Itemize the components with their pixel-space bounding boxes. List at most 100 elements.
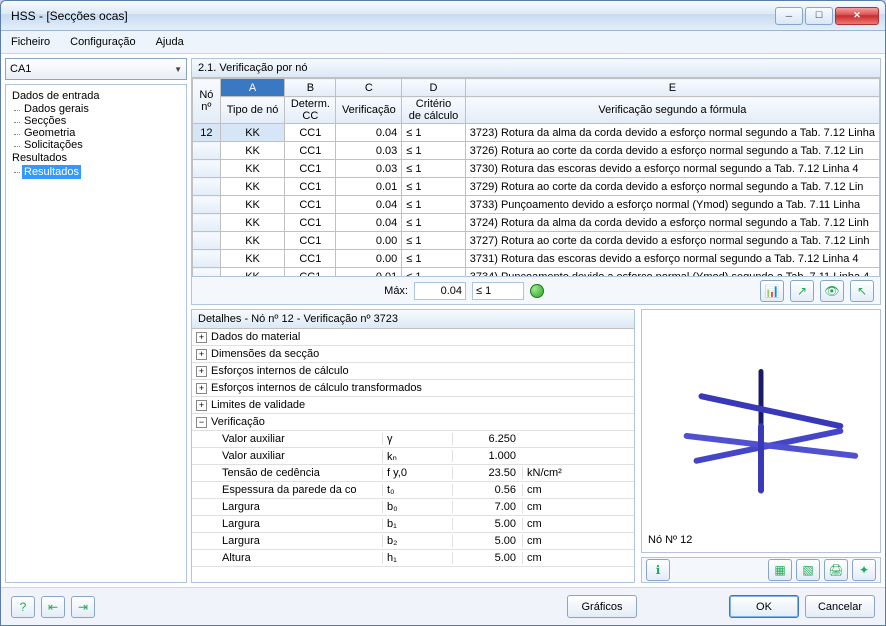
tree-item[interactable]: Resultados <box>22 165 81 179</box>
pick-icon[interactable]: ↖ <box>850 280 874 302</box>
cell-crit[interactable]: ≤ 1 <box>402 142 465 160</box>
cell-crit[interactable]: ≤ 1 <box>402 214 465 232</box>
case-combo[interactable]: CA1 ▼ <box>5 58 187 80</box>
cell-verif[interactable]: 0.04 <box>336 124 402 142</box>
cell-cc[interactable]: CC1 <box>285 250 336 268</box>
footer-help-icon[interactable]: ? <box>11 596 35 618</box>
ok-button[interactable]: OK <box>729 595 799 618</box>
details-group[interactable]: Verificação <box>211 416 265 428</box>
cell-tipo[interactable]: KK <box>220 214 285 232</box>
cell-cc[interactable]: CC1 <box>285 142 336 160</box>
footer-prev-icon[interactable]: ⇤ <box>41 596 65 618</box>
details-group[interactable]: Dados do material <box>211 331 300 343</box>
menu-file[interactable]: Ficheiro <box>7 34 54 50</box>
cell-crit[interactable]: ≤ 1 <box>402 160 465 178</box>
row-no[interactable] <box>193 196 221 214</box>
settings-icon[interactable]: ✦ <box>852 559 876 581</box>
nav-tree[interactable]: Dados de entrada Dados geraisSecçõesGeom… <box>5 84 187 583</box>
cell-cc[interactable]: CC1 <box>285 196 336 214</box>
results-grid[interactable]: NónºABCDETipo de nóDeterm.CCVerificaçãoC… <box>191 77 881 277</box>
cell-verif[interactable]: 0.03 <box>336 142 402 160</box>
max-crit-field[interactable] <box>472 282 524 300</box>
detail-label: Largura <box>192 535 382 547</box>
expand-icon[interactable]: − <box>196 417 207 428</box>
row-no[interactable] <box>193 250 221 268</box>
node-viewport[interactable]: Nó Nº 12 <box>641 309 881 553</box>
row-no[interactable] <box>193 160 221 178</box>
cell-cc[interactable]: CC1 <box>285 232 336 250</box>
expand-icon[interactable]: + <box>196 349 207 360</box>
cell-verif[interactable]: 0.01 <box>336 178 402 196</box>
view1-icon[interactable]: ▦ <box>768 559 792 581</box>
filter-icon[interactable]: 📊 <box>760 280 784 302</box>
cell-tipo[interactable]: KK <box>220 142 285 160</box>
view2-icon[interactable]: ▧ <box>796 559 820 581</box>
cell-verif[interactable]: 0.01 <box>336 268 402 278</box>
tree-group-input[interactable]: Dados de entrada <box>10 89 182 103</box>
row-no[interactable] <box>193 178 221 196</box>
close-button[interactable]: ✕ <box>835 7 879 25</box>
expand-icon[interactable]: + <box>196 366 207 377</box>
cell-desc[interactable]: 3726) Rotura ao corte da corda devido a … <box>465 142 879 160</box>
cell-crit[interactable]: ≤ 1 <box>402 232 465 250</box>
maximize-button[interactable]: ☐ <box>805 7 833 25</box>
cell-desc[interactable]: 3733) Punçoamento devido a esforço norma… <box>465 196 879 214</box>
cell-crit[interactable]: ≤ 1 <box>402 196 465 214</box>
graphics-button[interactable]: Gráficos <box>567 595 637 618</box>
row-no[interactable] <box>193 232 221 250</box>
scale-icon[interactable]: ↗ <box>790 280 814 302</box>
cell-tipo[interactable]: KK <box>220 196 285 214</box>
cell-crit[interactable]: ≤ 1 <box>402 178 465 196</box>
minimize-button[interactable]: ─ <box>775 7 803 25</box>
cell-tipo[interactable]: KK <box>220 232 285 250</box>
row-no[interactable] <box>193 268 221 278</box>
cell-tipo[interactable]: KK <box>220 250 285 268</box>
cancel-button[interactable]: Cancelar <box>805 595 875 618</box>
detail-label: Largura <box>192 501 382 513</box>
cell-cc[interactable]: CC1 <box>285 214 336 232</box>
cell-verif[interactable]: 0.00 <box>336 232 402 250</box>
cell-verif[interactable]: 0.04 <box>336 196 402 214</box>
row-no[interactable] <box>193 142 221 160</box>
cell-verif[interactable]: 0.00 <box>336 250 402 268</box>
row-no[interactable]: 12 <box>193 124 221 142</box>
tree-group-results[interactable]: Resultados <box>10 151 182 165</box>
details-group[interactable]: Esforços internos de cálculo transformad… <box>211 382 422 394</box>
cell-crit[interactable]: ≤ 1 <box>402 268 465 278</box>
cell-tipo[interactable]: KK <box>220 268 285 278</box>
cell-desc[interactable]: 3727) Rotura ao corte da corda devido a … <box>465 232 879 250</box>
cell-cc[interactable]: CC1 <box>285 124 336 142</box>
menu-help[interactable]: Ajuda <box>152 34 188 50</box>
cell-verif[interactable]: 0.04 <box>336 214 402 232</box>
detail-symbol: f y,0 <box>382 467 452 479</box>
details-group[interactable]: Esforços internos de cálculo <box>211 365 349 377</box>
cell-crit[interactable]: ≤ 1 <box>402 124 465 142</box>
menu-config[interactable]: Configuração <box>66 34 139 50</box>
row-no[interactable] <box>193 214 221 232</box>
info-icon[interactable]: ℹ <box>646 559 670 581</box>
cell-cc[interactable]: CC1 <box>285 160 336 178</box>
cell-desc[interactable]: 3731) Rotura das escoras devido a esforç… <box>465 250 879 268</box>
cell-desc[interactable]: 3730) Rotura das escoras devido a esforç… <box>465 160 879 178</box>
max-verif-field[interactable] <box>414 282 466 300</box>
expand-icon[interactable]: + <box>196 332 207 343</box>
cell-desc[interactable]: 3729) Rotura ao corte da corda devido a … <box>465 178 879 196</box>
details-group[interactable]: Dimensões da secção <box>211 348 319 360</box>
cell-desc[interactable]: 3734) Punçoamento devido a esforço norma… <box>465 268 879 278</box>
cell-verif[interactable]: 0.03 <box>336 160 402 178</box>
cell-desc[interactable]: 3723) Rotura da alma da corda devido a e… <box>465 124 879 142</box>
cell-cc[interactable]: CC1 <box>285 268 336 278</box>
cell-cc[interactable]: CC1 <box>285 178 336 196</box>
expand-icon[interactable]: + <box>196 400 207 411</box>
tree-item[interactable]: Solicitações <box>22 138 85 152</box>
eye-icon[interactable]: 👁 <box>820 280 844 302</box>
cell-crit[interactable]: ≤ 1 <box>402 250 465 268</box>
cell-tipo[interactable]: KK <box>220 178 285 196</box>
expand-icon[interactable]: + <box>196 383 207 394</box>
footer-next-icon[interactable]: ⇥ <box>71 596 95 618</box>
cell-tipo[interactable]: KK <box>220 160 285 178</box>
details-group[interactable]: Limites de validade <box>211 399 305 411</box>
cell-tipo[interactable]: KK <box>220 124 285 142</box>
print-icon[interactable]: 🖨 <box>824 559 848 581</box>
cell-desc[interactable]: 3724) Rotura da alma da corda devido a e… <box>465 214 879 232</box>
